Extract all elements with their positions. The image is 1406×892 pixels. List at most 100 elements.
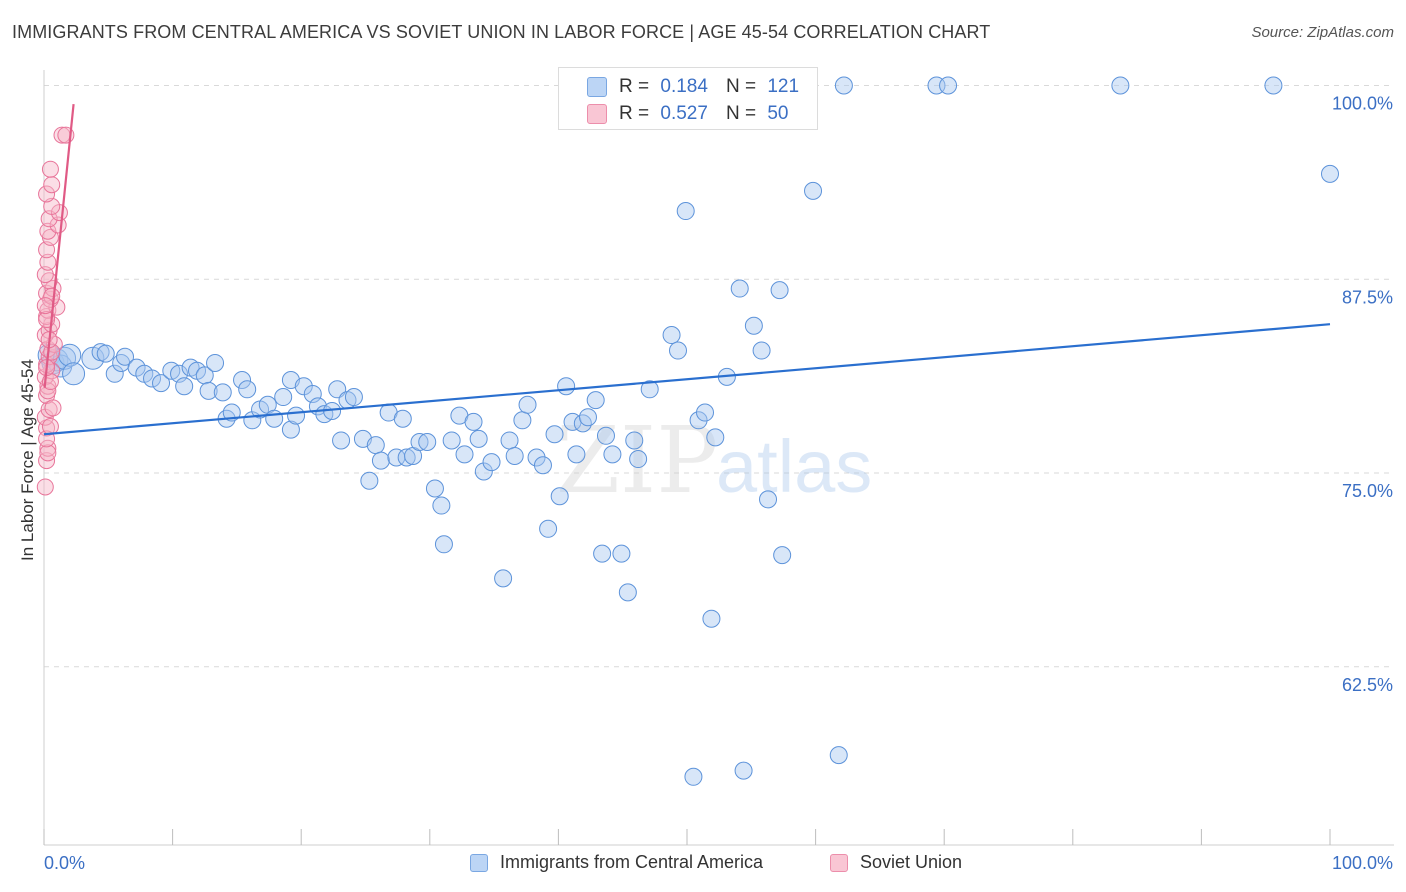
data-point	[233, 371, 252, 389]
data-point	[557, 377, 576, 396]
trend-line-soviet-union	[43, 103, 75, 388]
data-point	[410, 433, 429, 451]
data-point	[706, 428, 725, 447]
legend-swatch-blue	[587, 77, 607, 97]
data-point	[36, 478, 54, 496]
data-point	[366, 436, 385, 455]
data-point	[684, 767, 703, 786]
data-point	[593, 544, 612, 563]
y-tick-label: 62.5%	[1342, 675, 1393, 695]
r-value: 0.184	[660, 76, 708, 97]
data-point	[213, 383, 232, 402]
data-point	[702, 609, 721, 628]
data-point	[596, 426, 615, 445]
data-point	[640, 380, 659, 399]
n-value: 50	[767, 103, 789, 124]
data-point	[40, 210, 58, 228]
data-point	[676, 202, 695, 221]
data-point	[344, 388, 363, 407]
data-point	[432, 496, 451, 515]
trend-line-central-america	[43, 323, 1331, 436]
data-point	[668, 341, 687, 360]
data-point	[116, 347, 135, 366]
data-point	[442, 431, 461, 450]
data-point	[287, 406, 306, 425]
series-legend: Immigrants from Central America Soviet U…	[0, 852, 1406, 876]
source-label: Source: ZipAtlas.com	[1251, 24, 1394, 41]
data-point	[397, 448, 416, 467]
data-point	[152, 374, 171, 393]
series-soviet-union	[36, 126, 75, 496]
data-point	[939, 76, 958, 95]
data-point	[539, 519, 558, 538]
data-point	[550, 487, 569, 506]
data-point	[770, 281, 789, 300]
data-point	[545, 425, 564, 444]
data-point	[39, 444, 57, 462]
data-point	[281, 420, 300, 439]
data-point	[41, 160, 59, 178]
data-point	[105, 364, 124, 383]
data-point	[36, 297, 54, 315]
y-tick-label: 100.0%	[1332, 94, 1393, 114]
trend-lines	[43, 103, 1331, 436]
data-point	[1111, 76, 1130, 95]
data-point	[39, 253, 57, 271]
y-tick-label: 87.5%	[1342, 287, 1393, 307]
data-point	[662, 326, 681, 345]
data-point	[494, 569, 513, 588]
data-point	[474, 462, 493, 481]
legend-swatch-pink	[830, 853, 848, 872]
data-point	[567, 445, 586, 464]
r-label: R =	[619, 103, 650, 124]
data-point	[434, 535, 453, 554]
data-point	[513, 411, 532, 430]
data-point	[96, 344, 115, 363]
data-point	[332, 431, 351, 450]
n-label: N =	[725, 76, 757, 97]
tick-labels: 62.5% 75.0% 87.5% 100.0% 0.0% 100.0%	[44, 94, 1393, 874]
data-point	[274, 388, 293, 407]
gridlines	[44, 85, 1394, 668]
legend-item-central-america: Immigrants from Central America	[470, 852, 763, 873]
data-point	[206, 353, 225, 372]
data-point	[418, 433, 437, 451]
data-point	[759, 490, 778, 509]
data-point	[482, 453, 501, 472]
data-point	[44, 399, 62, 417]
data-point	[38, 185, 56, 203]
data-point	[752, 341, 771, 360]
legend-item-soviet-union: Soviet Union	[830, 852, 962, 873]
legend-label: Immigrants from Central America	[500, 852, 764, 872]
data-point	[533, 456, 552, 475]
data-point	[41, 418, 59, 435]
data-point	[175, 377, 194, 396]
data-point	[360, 471, 379, 490]
n-label: N =	[725, 103, 757, 124]
data-point	[455, 445, 474, 464]
data-point	[39, 439, 57, 457]
data-point	[505, 446, 524, 465]
data-point	[773, 546, 792, 565]
data-point	[829, 746, 848, 765]
data-point	[500, 431, 519, 450]
y-tick-label: 75.0%	[1342, 481, 1393, 501]
n-value: 121	[767, 76, 800, 97]
legend-swatch-pink	[587, 104, 607, 124]
data-point	[1264, 76, 1283, 95]
data-point	[578, 408, 597, 427]
data-point	[618, 583, 637, 602]
x-tick-label: 0.0%	[44, 853, 85, 873]
data-point	[393, 409, 412, 428]
r-label: R =	[619, 76, 650, 97]
data-point	[81, 346, 105, 370]
chart-title: IMMIGRANTS FROM CENTRAL AMERICA VS SOVIE…	[12, 22, 991, 42]
data-point	[518, 395, 537, 414]
legend-label: Soviet Union	[860, 852, 963, 872]
data-point	[294, 377, 313, 396]
legend-swatch-blue	[470, 853, 488, 872]
data-point	[625, 431, 644, 450]
data-point	[43, 176, 61, 194]
data-point	[199, 381, 218, 400]
